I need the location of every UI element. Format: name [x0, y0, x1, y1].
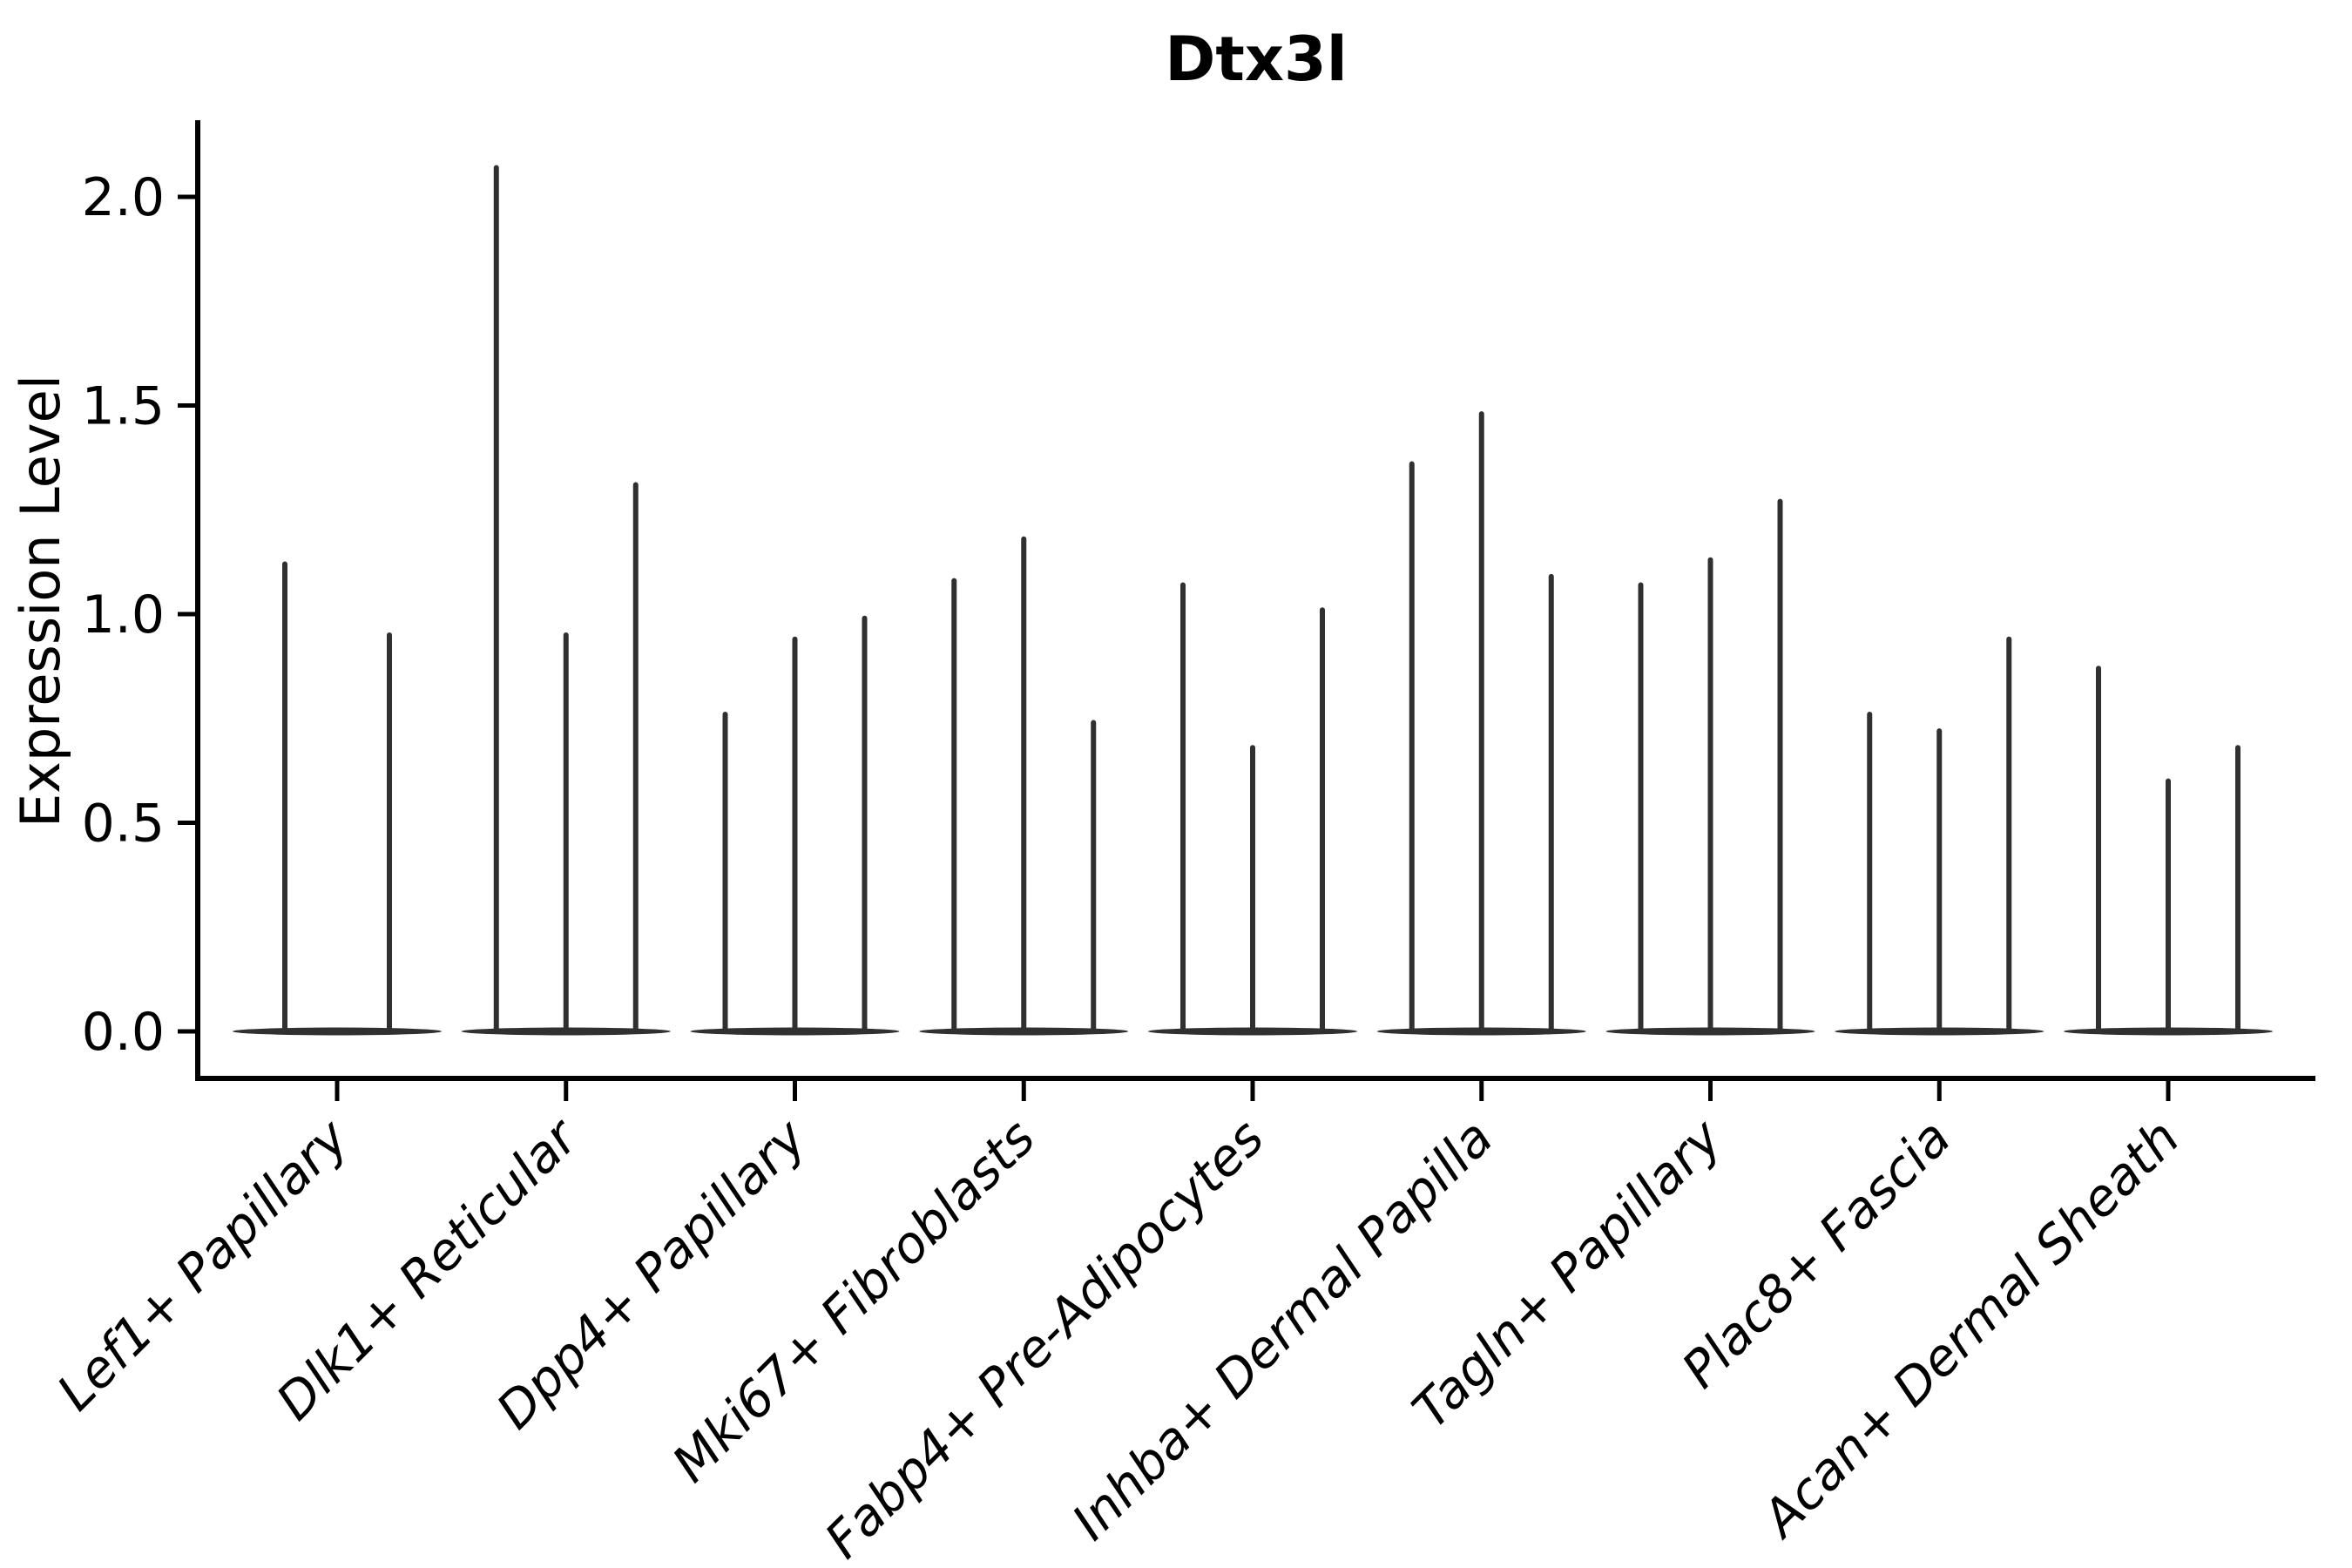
chart-title: Dtx3l: [1165, 24, 1347, 95]
y-tick-label: 2.0: [82, 167, 165, 228]
y-tick-label: 0.5: [82, 794, 165, 855]
x-tick-label: Inhba+ Dermal Papilla: [1061, 1108, 1504, 1551]
x-tick-label: Acan+ Dermal Sheath: [1748, 1108, 2191, 1551]
y-axis-label: Expression Level: [9, 375, 72, 828]
violin-base: [233, 1027, 442, 1036]
violins: [233, 165, 2273, 1036]
y-tick-label: 1.0: [82, 585, 165, 645]
y-tick-label: 0.0: [82, 1002, 165, 1063]
x-tick-label: Fabp4+ Pre-Adipocytes: [814, 1108, 1275, 1568]
y-tick-label: 1.5: [82, 376, 165, 437]
y-axis-ticks: 0.0 0.5 1.0 1.5 2.0: [82, 167, 198, 1063]
